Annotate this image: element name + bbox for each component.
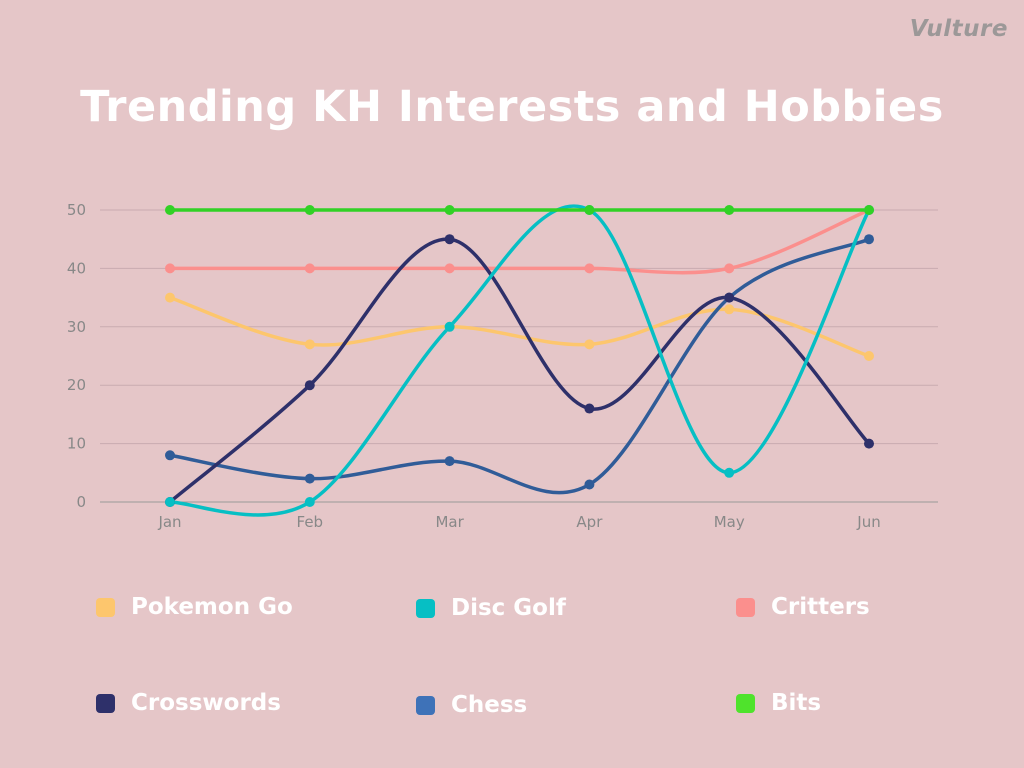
- legend-item-bits: Bits: [736, 690, 821, 716]
- data-point-bits: [165, 205, 175, 215]
- y-tick-label: 30: [67, 318, 86, 336]
- data-point-bits: [724, 205, 735, 215]
- data-point-pokemon-go: [584, 339, 595, 350]
- legend-swatch: [416, 695, 435, 715]
- legend-swatch: [736, 693, 755, 713]
- data-point-bits: [864, 205, 874, 215]
- x-tick-label: Feb: [297, 513, 324, 531]
- data-point-chess: [304, 473, 315, 484]
- data-point-pokemon-go: [304, 339, 315, 350]
- legend-label: Pokemon Go: [131, 594, 293, 620]
- data-point-critters: [584, 263, 595, 274]
- series-line-pokemon-go: [168, 295, 871, 358]
- legend-item-chess: Chess: [416, 692, 527, 718]
- x-axis-ticks: Jan Feb Mar Apr May Jun: [157, 513, 880, 531]
- series-points: [165, 205, 874, 507]
- data-point-chess: [444, 456, 455, 467]
- legend-label: Crosswords: [131, 690, 281, 716]
- x-tick-label: May: [714, 513, 745, 531]
- x-tick-label: Jun: [856, 513, 880, 531]
- data-point-critters: [724, 263, 735, 274]
- legend-swatch: [416, 598, 435, 618]
- chart-title: Trending KH Interests and Hobbies: [80, 82, 944, 132]
- data-point-disc-golf: [165, 497, 175, 507]
- x-tick-label: Jan: [157, 513, 181, 531]
- data-point-crosswords: [444, 234, 455, 245]
- data-point-chess: [584, 479, 595, 490]
- data-point-pokemon-go: [864, 351, 874, 361]
- series-lines: [168, 204, 871, 517]
- data-point-disc-golf: [724, 467, 735, 478]
- data-point-bits: [304, 205, 315, 215]
- brand-logo: Vulture: [909, 16, 1008, 42]
- data-point-crosswords: [724, 292, 735, 303]
- x-tick-label: Mar: [435, 513, 464, 531]
- y-tick-label: 0: [76, 493, 86, 511]
- data-point-chess: [864, 234, 874, 245]
- data-point-critters: [165, 263, 175, 274]
- data-point-disc-golf: [304, 497, 315, 507]
- legend-item-crosswords: Crosswords: [96, 690, 281, 716]
- legend-item-pokemon-go: Pokemon Go: [96, 594, 293, 620]
- data-point-chess: [165, 450, 175, 461]
- legend-swatch: [96, 597, 115, 617]
- series-line-chess: [168, 237, 871, 495]
- y-axis-ticks: 0 10 20 30 40 50: [67, 201, 86, 511]
- series-line-disc-golf: [168, 204, 871, 517]
- data-point-critters: [444, 263, 455, 274]
- legend-label: Bits: [771, 690, 822, 716]
- data-point-crosswords: [304, 380, 315, 391]
- data-point-crosswords: [584, 403, 595, 414]
- legend-label: Disc Golf: [451, 595, 566, 621]
- y-tick-label: 50: [67, 201, 86, 219]
- legend-swatch: [96, 693, 115, 713]
- data-point-critters: [304, 263, 315, 274]
- legend-label: Critters: [771, 594, 870, 620]
- y-tick-label: 20: [67, 376, 86, 394]
- legend-swatch: [736, 597, 755, 617]
- series-line-critters: [168, 208, 871, 275]
- data-point-pokemon-go: [165, 292, 175, 303]
- series-line-crosswords: [168, 237, 871, 504]
- x-tick-label: Apr: [576, 513, 603, 531]
- data-point-crosswords: [864, 438, 874, 449]
- data-point-bits: [584, 205, 595, 215]
- data-point-disc-golf: [444, 321, 455, 332]
- y-tick-label: 40: [67, 259, 86, 277]
- y-tick-label: 10: [67, 435, 86, 453]
- legend-label: Chess: [451, 692, 528, 718]
- data-point-bits: [444, 205, 455, 215]
- data-point-pokemon-go: [724, 304, 735, 315]
- legend-item-critters: Critters: [736, 594, 870, 620]
- legend-item-disc-golf: Disc Golf: [416, 595, 566, 621]
